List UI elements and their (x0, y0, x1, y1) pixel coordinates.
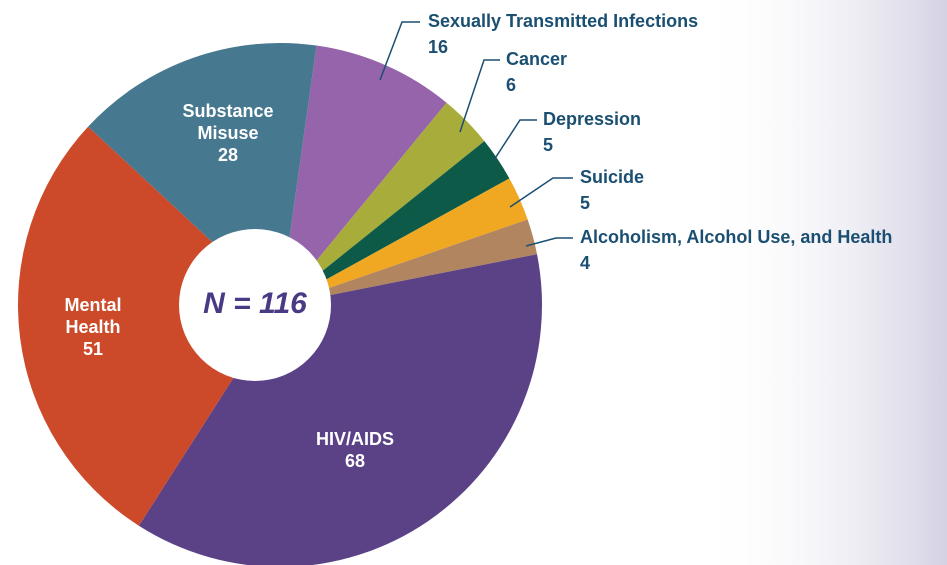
slice-value: 5 (580, 193, 590, 213)
slice (280, 219, 538, 305)
slice-label: Alcoholism, Alcohol Use, and Health (580, 227, 892, 247)
slice (280, 45, 447, 305)
slice (138, 254, 542, 565)
slice-value: 28 (217, 145, 239, 165)
slice (17, 126, 280, 526)
slice (280, 141, 510, 305)
slice-value: 4 (580, 253, 590, 273)
slice-label: Mental Health (64, 295, 122, 337)
slice-label: Suicide (580, 167, 644, 187)
leader-line (459, 59, 500, 133)
slice-label: Cancer (506, 49, 567, 69)
slice-label: Depression (543, 109, 641, 129)
slice-value: 6 (506, 75, 516, 95)
slice-value: 5 (543, 135, 553, 155)
leader-line (379, 21, 420, 81)
leader-line (509, 177, 573, 208)
background (700, 0, 947, 565)
leader-line (525, 237, 573, 247)
slice-value: 51 (82, 339, 104, 359)
donut-hole (179, 229, 331, 381)
slice-label: HIV/AIDS (315, 429, 394, 449)
slice-value: 16 (428, 37, 448, 57)
leader-line (493, 119, 537, 161)
slice-label: Substance Misuse (182, 101, 274, 143)
slice (280, 102, 485, 306)
slice-value: 68 (344, 451, 366, 471)
slice-label: Sexually Transmitted Infections (428, 11, 698, 31)
center-label: N = 116 (203, 287, 307, 320)
slice (280, 178, 528, 305)
